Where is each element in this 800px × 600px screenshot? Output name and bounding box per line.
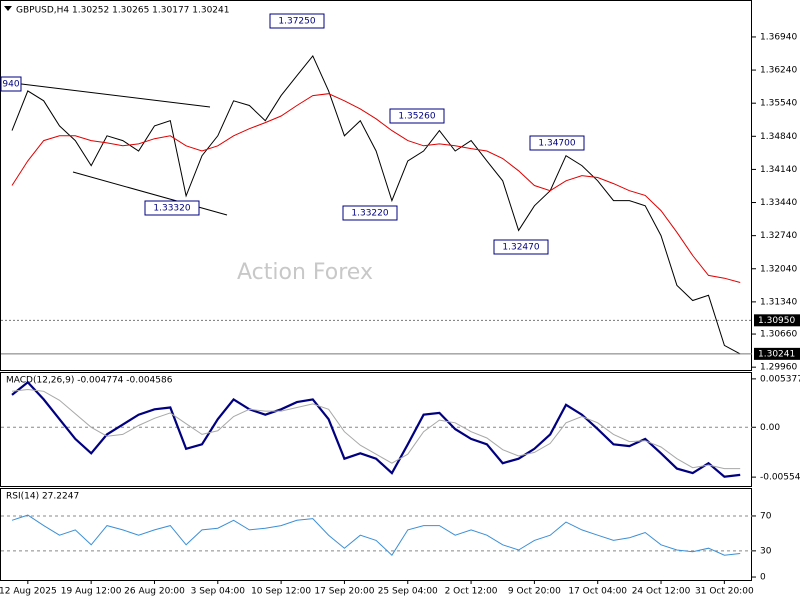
series-line bbox=[11, 380, 741, 478]
annotation-box bbox=[0, 76, 22, 92]
annotation: 940 bbox=[2, 80, 19, 90]
chart-title: GBPUSD,H4 1.30252 1.30265 1.30177 1.3024… bbox=[16, 6, 229, 16]
macd-panel bbox=[0, 372, 752, 487]
price-label-box bbox=[754, 347, 800, 360]
y-tick-label: 1.32740 bbox=[760, 231, 797, 241]
annotation-box bbox=[529, 135, 585, 151]
annotation: 1.32470 bbox=[502, 243, 539, 253]
y-tick-label: 70 bbox=[760, 511, 772, 521]
annotation-box bbox=[144, 200, 200, 216]
series-line bbox=[11, 388, 741, 470]
y-tick-label: 0.00 bbox=[760, 423, 780, 433]
y-tick-label: 1.34840 bbox=[760, 132, 797, 142]
main-panel bbox=[0, 0, 752, 371]
y-tick-label: 0.005377 bbox=[760, 374, 800, 384]
x-tick-label: 17 Sep 20:00 bbox=[314, 587, 374, 597]
watermark: Action Forex bbox=[237, 260, 373, 285]
annotation-box bbox=[493, 239, 549, 255]
y-tick-label: 0 bbox=[760, 573, 766, 583]
price-label: 1.30241 bbox=[758, 349, 795, 359]
annotation: 1.33220 bbox=[351, 209, 388, 219]
annotation: 1.33320 bbox=[153, 204, 190, 214]
x-tick-label: 12 Aug 2025 bbox=[0, 587, 57, 597]
series-line bbox=[11, 54, 741, 355]
x-tick-label: 3 Sep 04:00 bbox=[191, 587, 246, 597]
trendline bbox=[4, 81, 211, 108]
x-tick-label: 10 Sep 12:00 bbox=[251, 587, 311, 597]
y-tick-label: 1.34140 bbox=[760, 165, 797, 175]
y-tick-label: 30 bbox=[760, 546, 772, 556]
series-line bbox=[11, 93, 741, 283]
x-tick-label: 2 Oct 12:00 bbox=[445, 587, 498, 597]
y-tick-label: 1.30660 bbox=[760, 330, 797, 340]
y-tick-label: 1.32040 bbox=[760, 264, 797, 274]
rsi-panel bbox=[0, 488, 752, 581]
annotation-box bbox=[389, 108, 445, 124]
y-tick-label: 1.33440 bbox=[760, 198, 797, 208]
macd-title: MACD(12,26,9) -0.004774 -0.004586 bbox=[6, 376, 173, 386]
annotation-box bbox=[342, 205, 398, 221]
price-label-box bbox=[754, 314, 800, 327]
x-tick-label: 9 Oct 20:00 bbox=[508, 587, 561, 597]
annotation-box bbox=[269, 13, 325, 29]
x-tick-label: 19 Aug 12:00 bbox=[61, 587, 122, 597]
trendline bbox=[72, 171, 228, 216]
x-tick-label: 26 Aug 20:00 bbox=[124, 587, 185, 597]
y-tick-label: 1.29960 bbox=[760, 363, 797, 373]
annotation: 1.35260 bbox=[398, 112, 435, 122]
x-tick-label: 25 Sep 04:00 bbox=[378, 587, 438, 597]
y-tick-label: 1.35540 bbox=[760, 99, 797, 109]
series-line bbox=[11, 514, 741, 556]
x-tick-label: 17 Oct 04:00 bbox=[568, 587, 627, 597]
y-tick-label: 1.36940 bbox=[760, 32, 797, 42]
annotation: 1.37250 bbox=[278, 17, 315, 27]
y-tick-label: 1.36240 bbox=[760, 66, 797, 76]
y-tick-label: 1.31340 bbox=[760, 297, 797, 307]
x-tick-label: 31 Oct 20:00 bbox=[695, 587, 754, 597]
x-tick-label: 24 Oct 12:00 bbox=[632, 587, 691, 597]
rsi-title: RSI(14) 27.2247 bbox=[6, 492, 79, 502]
y-tick-label: -0.005543 bbox=[760, 473, 800, 483]
annotation: 1.34700 bbox=[538, 139, 575, 149]
title-arrow bbox=[4, 6, 12, 11]
price-label: 1.30950 bbox=[758, 316, 795, 326]
